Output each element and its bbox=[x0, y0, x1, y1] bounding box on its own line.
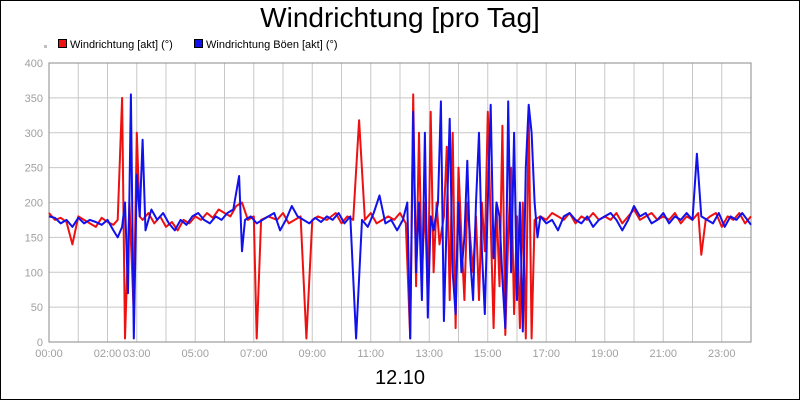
legend-marker bbox=[44, 45, 47, 48]
x-tick-label: 09:00 bbox=[298, 348, 326, 360]
y-tick-label: 100 bbox=[25, 267, 43, 279]
y-tick-label: 250 bbox=[25, 163, 43, 175]
y-tick-label: 200 bbox=[25, 198, 43, 210]
legend-swatch-blue bbox=[194, 39, 203, 48]
x-tick-label: 23:00 bbox=[708, 348, 736, 360]
x-tick-label: 07:00 bbox=[240, 348, 268, 360]
y-tick-label: 350 bbox=[25, 93, 43, 105]
x-tick-label: 17:00 bbox=[532, 348, 560, 360]
series-line-windrichtung-boeen bbox=[48, 93, 752, 340]
x-tick-label: 19:00 bbox=[591, 348, 619, 360]
x-tick-label: 03:00 bbox=[123, 348, 151, 360]
legend-item-windrichtung-boeen: Windrichtung Böen [akt] (°) bbox=[194, 39, 338, 51]
x-tick-label: 11:00 bbox=[357, 348, 384, 360]
x-tick-label: 00:00 bbox=[35, 348, 63, 360]
plot-border bbox=[48, 62, 752, 343]
legend-label-windrichtung-boeen: Windrichtung Böen [akt] (°) bbox=[206, 39, 338, 51]
x-tick-label: 13:00 bbox=[415, 348, 443, 360]
chart-title: Windrichtung [pro Tag] bbox=[260, 2, 540, 33]
y-tick-label: 150 bbox=[25, 232, 43, 244]
x-tick-label: 21:00 bbox=[649, 348, 677, 360]
legend-item-windrichtung: Windrichtung [akt] (°) bbox=[58, 39, 173, 51]
legend-label-windrichtung: Windrichtung [akt] (°) bbox=[70, 39, 173, 51]
y-tick-label: 300 bbox=[25, 128, 43, 140]
x-tick-label: 05:00 bbox=[181, 348, 209, 360]
legend-swatch-red bbox=[58, 39, 67, 48]
y-tick-label: 50 bbox=[31, 302, 43, 314]
y-tick-label: 0 bbox=[37, 337, 43, 349]
x-tick-label: 15:00 bbox=[474, 348, 502, 360]
x-axis-date-label: 12.10 bbox=[374, 367, 426, 389]
y-tick-label: 400 bbox=[25, 58, 43, 70]
series-line-windrichtung bbox=[48, 93, 752, 340]
x-tick-label: 02:00 bbox=[94, 348, 122, 360]
